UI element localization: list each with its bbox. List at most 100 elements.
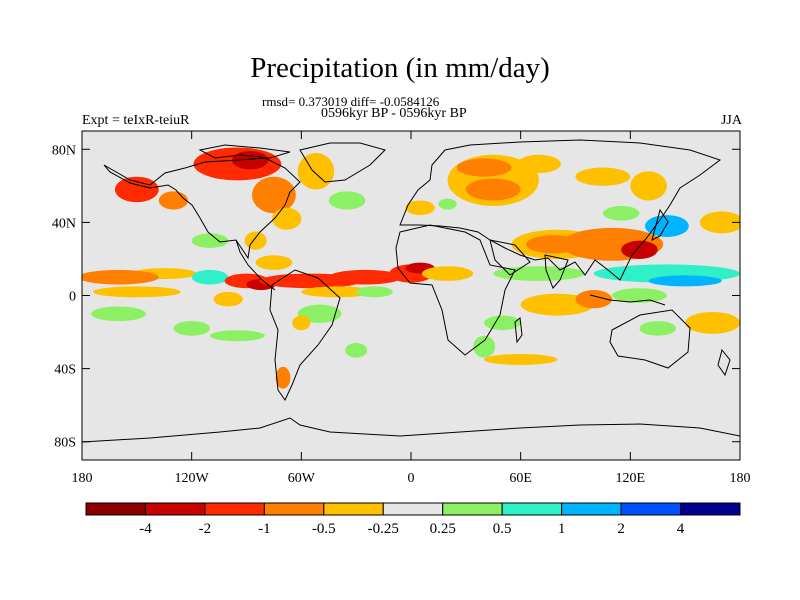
anomaly-region-9 [244,231,267,250]
colorbar-swatch [144,502,206,516]
colorbar-label: -0.5 [312,521,336,537]
anomaly-region-29 [292,315,311,331]
anomaly-fields [82,147,740,389]
coastlines [82,139,740,443]
anomaly-region-28 [297,304,342,323]
x-tick-label: 180 [730,471,751,486]
colorbar-label: -1 [258,521,271,537]
x-tick-label: 60E [509,471,532,486]
anomaly-region-8 [191,233,229,248]
experiment-label: Expt = teIxR-teiuR [82,113,190,128]
anomaly-region-37 [630,171,667,201]
season-label: JJA [720,113,742,128]
anomaly-region-39 [438,198,457,210]
coastline-indonesia [589,294,666,306]
colorbar-swatch [561,502,622,516]
anomaly-region-43 [621,240,658,259]
colorbar-swatch [382,502,444,516]
coastline-greenland [299,142,386,183]
colorbar-swatch [442,502,503,516]
colorbar-swatch [620,502,682,516]
anomaly-region-45 [699,211,740,234]
anomaly-region-20 [421,266,474,281]
anomaly-region-53 [685,311,740,334]
anomaly-region-56 [473,335,496,358]
anomaly-region-57 [484,353,558,365]
anomaly-region-22 [356,286,393,298]
y-tick-label: 80S [54,436,76,451]
coastline-new-zealand [717,348,731,377]
colorbar-label: -2 [199,521,212,537]
colorbar-swatch [85,502,146,516]
colorbar-label: 1 [558,521,566,537]
colorbar-swatch [204,502,265,516]
coastline-japan [651,208,669,241]
chart-title: Precipitation (in mm/day) [250,52,550,84]
anomaly-region-21 [301,286,375,298]
anomaly-region-10 [255,255,293,270]
anomaly-region-3 [231,151,269,170]
x-tick-label: 180 [72,471,93,486]
x-tick-label: 60W [288,471,316,486]
colorbar-label: -0.25 [368,521,399,537]
colorbar-swatch [263,502,325,516]
colorbar-label: 0.25 [430,521,456,537]
colorbar-swatch [501,502,563,516]
y-tick-label: 40S [54,363,76,378]
anomaly-region-46 [602,205,640,221]
anomaly-region-12 [82,269,159,285]
coastline-central-america [235,239,276,291]
coastline-arctic-islands [198,144,291,159]
coastline-north-america [103,157,301,260]
colorbar: -4 -2 -1 -0.5 -0.25 0.25 0.5 1 2 4 [85,502,741,537]
anomaly-region-13 [191,269,229,285]
coastline-australia [609,309,691,369]
coastline-eurasia [399,139,722,281]
anomaly-region-26 [173,321,210,336]
anomaly-region-30 [275,366,291,389]
anomaly-region-25 [91,306,146,322]
anomaly-region-24 [213,291,243,307]
period-label: 0596kyr BP - 0596kyr BP [321,106,467,121]
anomaly-region-31 [345,343,368,358]
colorbar-label: -4 [139,521,152,537]
stats-label: rmsd= 0.373019 diff= -0.0584126 [262,94,440,109]
anomaly-region-34 [456,158,512,177]
anomaly-region-23 [92,286,181,298]
coastline-india [544,254,569,289]
coastline-arabia [489,239,531,276]
x-tick-label: 0 [408,471,415,486]
anomaly-region-6 [297,152,335,190]
anomaly-region-5 [272,207,302,230]
anomaly-region-35 [517,154,561,174]
anomaly-region-1 [158,191,189,210]
x-tick-label: 120E [616,471,646,486]
x-tick-label: 120W [175,471,210,486]
colorbar-label: 4 [677,521,685,537]
anomaly-region-0 [114,176,159,203]
y-tick-label: 0 [69,290,76,305]
anomaly-region-47 [493,266,585,281]
coastline-africa [395,224,516,356]
anomaly-region-51 [575,290,613,309]
anomaly-region-38 [405,200,435,216]
anomaly-region-49 [648,275,722,287]
anomaly-region-52 [612,288,667,303]
anomaly-region-33 [465,178,521,201]
colorbar-swatch [680,502,741,516]
axes: 180 120W 60W 0 60E 120E 180 80N 40N 0 40S 80S [52,131,751,486]
coastline-madagascar [514,317,523,344]
colorbar-swatch [323,502,384,516]
coastline-south-america [269,269,341,401]
y-tick-label: 80N [52,143,76,158]
anomaly-region-7 [328,191,366,210]
y-tick-label: 40N [52,216,76,231]
anomaly-region-17 [328,269,402,285]
anomaly-region-36 [575,167,631,186]
anomaly-region-54 [639,321,677,336]
colorbar-label: 0.5 [493,521,512,537]
anomaly-region-44 [644,215,689,238]
anomaly-region-27 [209,330,265,342]
coastline-antarctica [82,417,740,443]
